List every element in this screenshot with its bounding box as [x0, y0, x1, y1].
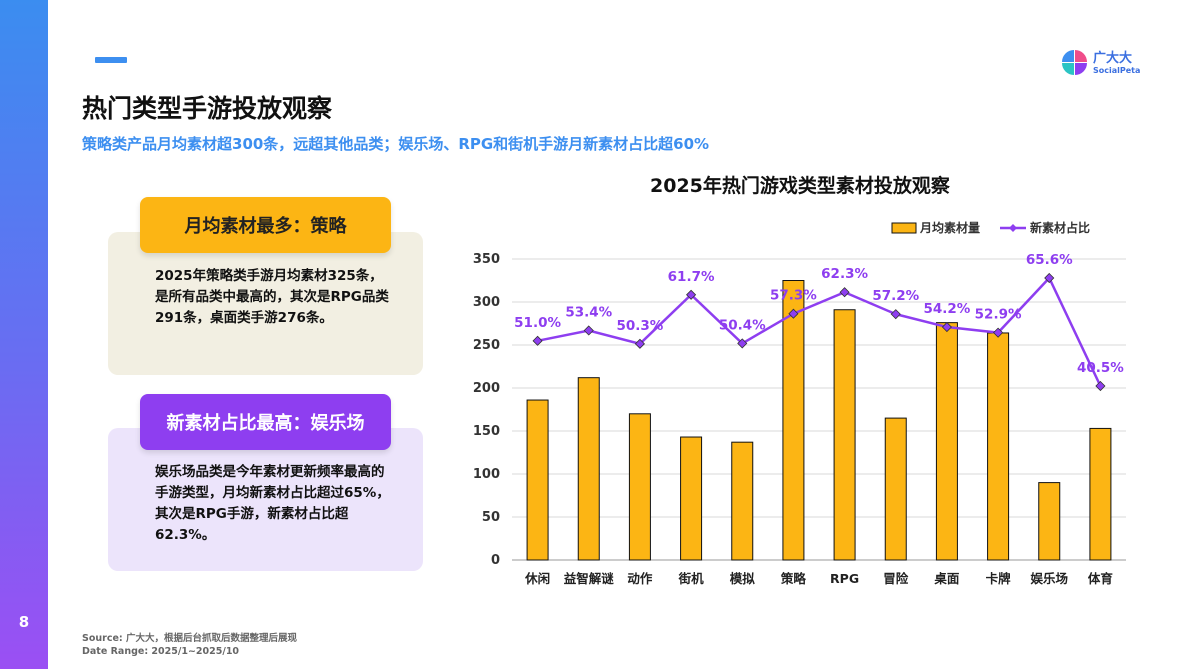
line-point-1: [532, 335, 543, 346]
data-label: 53.4%: [565, 304, 612, 320]
bar-10: [987, 332, 1010, 561]
insight-card-strategy: [108, 232, 423, 375]
bar-2: [577, 377, 600, 561]
line-point-4: [686, 289, 697, 300]
page-number: 8: [18, 613, 30, 631]
line-point-11: [1044, 272, 1055, 284]
line-point-8: [890, 309, 901, 320]
y-tick-label: 0: [491, 553, 500, 568]
x-tick-label: RPG: [830, 571, 859, 586]
brand-name-en: SocialPeta: [1093, 65, 1141, 75]
data-label: 61.7%: [668, 269, 715, 285]
legend-line-marker: [1009, 224, 1017, 232]
line-point-12: [1095, 380, 1106, 392]
bar-5: [731, 441, 754, 561]
combo-chart: 0 50 100 150 200 250 300 350 休闲 益智解谜 动作 街机 模拟 策略 RPG 冒险…: [473, 220, 1126, 586]
insight-text-strategy: 2025年策略类手游月均素材325条，是所有品类中最高的，其次是RPG品类291…: [155, 268, 389, 326]
bar-9: [935, 322, 958, 561]
x-tick-label: 益智解谜: [564, 571, 615, 586]
data-label: 52.9%: [975, 307, 1022, 323]
insight-card-casino: [108, 428, 423, 571]
footer-date-range: Date Range: 2025/1~2025/10: [82, 646, 240, 657]
data-label: 57.3%: [770, 288, 817, 304]
y-tick-label: 100: [473, 467, 500, 482]
legend-line-label: 新素材占比: [1030, 220, 1090, 235]
y-tick-label: 350: [473, 252, 500, 267]
y-tick-label: 300: [473, 295, 500, 310]
line-point-7: [839, 287, 850, 298]
x-tick-label: 策略: [781, 571, 807, 586]
x-tick-label: 动作: [627, 571, 653, 586]
line-point-3: [634, 338, 645, 349]
bar-12: [1089, 427, 1112, 561]
data-label: 62.3%: [821, 266, 868, 282]
left-sidebar: [0, 0, 48, 669]
legend-bar-label: 月均素材量: [919, 220, 980, 235]
y-tick-label: 150: [473, 424, 500, 439]
footer: Source: 广大大，根据后台抓取后数据整理后展现 Date Range: 2…: [82, 632, 297, 658]
data-label: 65.6%: [1026, 252, 1073, 268]
x-tick-label: 冒险: [883, 571, 909, 586]
data-label: 57.2%: [872, 288, 919, 304]
bar-1: [526, 399, 549, 561]
legend-bar-swatch: [891, 222, 917, 234]
chart-title: 2025年热门游戏类型素材投放观察: [650, 175, 950, 197]
x-tick-label: 模拟: [730, 571, 756, 586]
y-tick-label: 250: [473, 338, 500, 353]
line-point-2: [583, 325, 594, 336]
bar-8: [884, 417, 907, 561]
bar-4: [680, 436, 703, 561]
title-accent-bar: [95, 57, 127, 63]
line-point-5: [737, 338, 748, 349]
y-tick-label: 200: [473, 381, 500, 396]
data-label: 50.4%: [719, 317, 766, 333]
page-subtitle: 策略类产品月均素材超300条，远超其他品类；娱乐场、RPG和街机手游月新素材占比…: [82, 135, 710, 153]
x-tick-label: 娱乐场: [1030, 571, 1068, 586]
data-label: 50.3%: [616, 318, 663, 334]
x-tick-label: 桌面: [933, 571, 960, 586]
brand-logo: 广大大 SocialPeta: [1062, 50, 1140, 76]
x-tick-label: 卡牌: [986, 571, 1012, 586]
page-title: 热门类型手游投放观察: [82, 94, 333, 123]
x-tick-label: 街机: [678, 571, 705, 586]
y-tick-label: 50: [482, 510, 500, 525]
brand-logo-icon: [1062, 50, 1088, 76]
x-tick-label: 体育: [1088, 571, 1114, 586]
data-label: 40.5%: [1077, 360, 1124, 376]
line-point-10: [993, 327, 1004, 338]
bar-3: [628, 413, 651, 561]
brand-name-cn: 广大大: [1093, 50, 1133, 66]
x-tick-label: 休闲: [524, 571, 550, 586]
data-label: 51.0%: [514, 315, 561, 331]
line-point-9: [941, 321, 952, 333]
line-point-6: [788, 308, 799, 319]
line-series-path: [537, 275, 1102, 387]
footer-source: Source: 广大大，根据后台抓取后数据整理后展现: [82, 633, 297, 644]
insight-badge-strategy: 月均素材最多：策略: [140, 197, 391, 253]
bar-11: [1038, 482, 1061, 561]
insight-text-casino: 娱乐场品类是今年素材更新频率最高的手游类型，月均新素材占比超过65%，其次是RP…: [155, 464, 390, 543]
data-label: 54.2%: [923, 301, 970, 317]
insight-badge-casino: 新素材占比最高：娱乐场: [140, 394, 391, 450]
bar-6: [782, 280, 805, 561]
bar-7: [833, 309, 856, 561]
